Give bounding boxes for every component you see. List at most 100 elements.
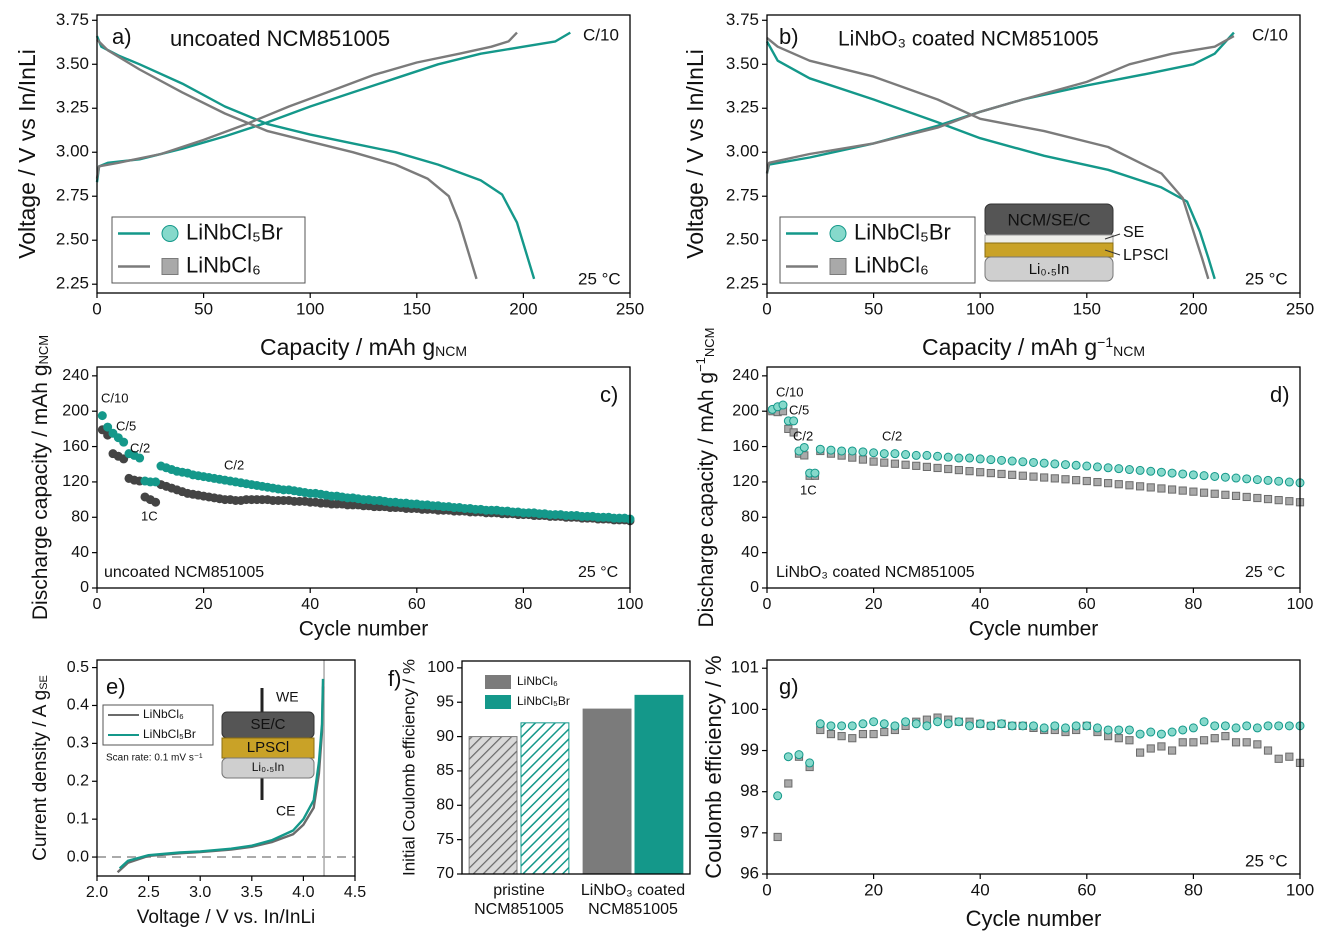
panel-label: g) (779, 674, 799, 699)
x-axis-label: Cycle number (969, 618, 1099, 641)
marker (1071, 721, 1081, 731)
marker (1135, 465, 1145, 475)
legend-swatch (485, 675, 511, 689)
series-line (95, 31, 518, 280)
marker (805, 758, 815, 768)
legend-box (111, 216, 306, 284)
plot-frame (461, 660, 691, 875)
y-tick-label: 2.25 (726, 274, 759, 293)
plot-frame (766, 366, 1301, 589)
marker (986, 721, 996, 731)
legend-label: LiNbCl₅Br (186, 219, 283, 244)
marker (975, 454, 985, 464)
x-tick-label: 50 (194, 299, 213, 318)
marker (890, 459, 900, 468)
y-tick-label: 0 (80, 579, 89, 596)
marker (1178, 486, 1187, 495)
marker (826, 445, 836, 455)
annotation: C/2 (130, 440, 150, 455)
y-axis-label: Current density / A gSE (30, 675, 51, 861)
x-tick-label: pristine (493, 882, 545, 899)
annotation: Scan rate: 0.1 mV s⁻¹ (106, 753, 203, 764)
x-axis-label: Capacity / mAh gNCM (260, 334, 467, 360)
y-tick-label: 80 (71, 508, 89, 525)
marker (778, 400, 788, 410)
panel-label: b) (779, 24, 799, 49)
y-tick-label: 90 (436, 728, 454, 745)
bar (582, 708, 632, 875)
legend-label: LiNbCl₆ (143, 707, 184, 721)
annotation: 25 °C (578, 564, 618, 581)
x-tick-label: 20 (864, 880, 883, 899)
x-axis-label: Cycle number (966, 906, 1102, 931)
marker (1029, 472, 1038, 481)
marker (1210, 721, 1220, 731)
annotation: 25 °C (1245, 564, 1285, 581)
marker (773, 832, 782, 842)
y-tick-label: 3.25 (56, 98, 89, 117)
marker (1253, 493, 1262, 503)
marker (986, 455, 996, 465)
marker (1072, 476, 1081, 485)
plot-frame (766, 659, 1301, 875)
y-tick-label: 200 (732, 402, 759, 419)
annotation: LPSCl (1123, 247, 1168, 264)
legend-marker (829, 258, 847, 275)
label-part: Current density / A g (30, 690, 51, 861)
marker (1263, 494, 1273, 504)
marker (151, 477, 161, 487)
x-tick-label: 80 (515, 596, 533, 613)
marker (815, 719, 825, 729)
marker (1242, 738, 1251, 747)
panel-label: c) (600, 382, 618, 407)
cell-diagram-e (221, 688, 315, 800)
marker (1103, 725, 1113, 735)
marker (1252, 475, 1262, 485)
marker (965, 453, 975, 463)
marker (784, 779, 793, 788)
annotation: Li₀.₅In (1029, 261, 1070, 278)
marker (103, 422, 113, 432)
legend-label: LiNbCl₆ (186, 252, 261, 277)
y-tick-label: 0.2 (67, 772, 89, 789)
marker (1178, 469, 1188, 479)
x-tick-label: 200 (509, 299, 537, 318)
x-tick-label: 60 (1077, 880, 1096, 899)
marker (890, 449, 900, 459)
x-axis-label: Cycle number (299, 618, 429, 641)
annotation: SE (1123, 224, 1144, 241)
marker (1285, 497, 1294, 506)
annotation: C/2 (882, 428, 902, 443)
label-part: SE (38, 675, 50, 690)
marker (912, 461, 921, 470)
annotation: LiNbO₃ coated NCM851005 (776, 564, 975, 581)
label-part: Discharge capacity / mAh g (29, 365, 52, 621)
marker (911, 719, 921, 729)
y-tick-label: 120 (62, 473, 89, 490)
x-tick-label: 40 (971, 880, 990, 899)
y-tick-label: 80 (741, 508, 759, 525)
marker (911, 450, 921, 460)
marker (1189, 738, 1198, 747)
x-tick-label: 60 (408, 596, 426, 613)
marker (976, 468, 985, 477)
y-axis-label: Initial Coulomb efficiency / % (399, 659, 418, 876)
marker (1199, 471, 1209, 481)
marker (901, 450, 911, 460)
marker (1040, 473, 1049, 482)
marker (1188, 470, 1198, 480)
marker (1136, 748, 1145, 757)
marker (1124, 465, 1134, 475)
marker (1039, 458, 1049, 468)
annotation: C/2 (793, 428, 813, 443)
annotation: C/10 (1252, 25, 1288, 44)
annotation: uncoated NCM851005 (104, 564, 264, 581)
series-line (765, 35, 1235, 280)
label-part: −1 (693, 357, 708, 372)
annotation: uncoated NCM851005 (170, 26, 390, 51)
marker (1242, 492, 1251, 502)
marker (1231, 738, 1241, 747)
marker (773, 791, 783, 801)
marker (1210, 734, 1219, 743)
